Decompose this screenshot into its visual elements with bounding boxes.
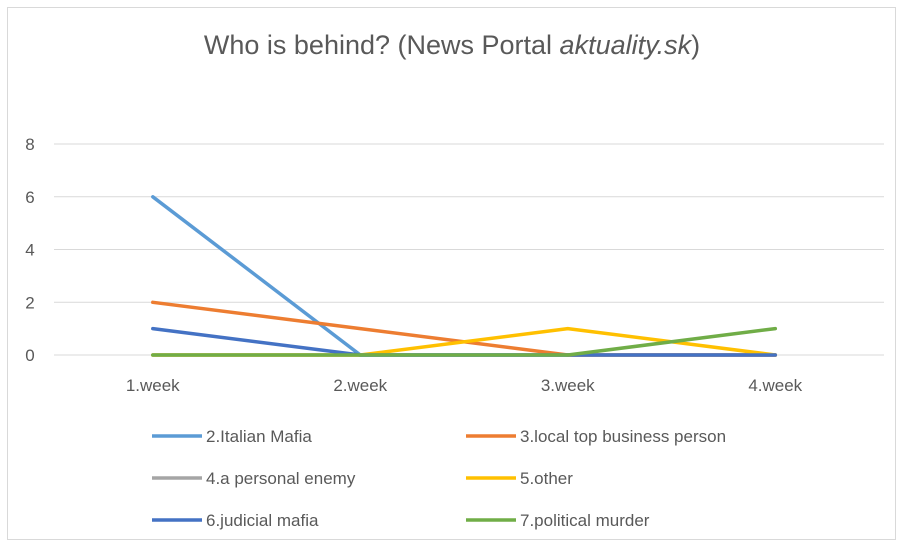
x-tick-label: 4.week bbox=[748, 376, 802, 395]
legend-label: 6.judicial mafia bbox=[206, 511, 319, 530]
series-line-5 bbox=[151, 326, 778, 357]
y-tick-label: 2 bbox=[25, 293, 34, 312]
x-tick-label: 3.week bbox=[541, 376, 595, 395]
legend-label: 2.Italian Mafia bbox=[206, 427, 312, 446]
chart-title-italic: aktuality.sk bbox=[559, 30, 692, 60]
legend: 2.Italian Mafia 3.local top business pers… bbox=[152, 427, 726, 530]
series-line-1 bbox=[151, 300, 778, 357]
legend-label: 7.political murder bbox=[520, 511, 650, 530]
x-tick-label: 2.week bbox=[333, 376, 387, 395]
y-tick-label: 4 bbox=[25, 241, 34, 260]
x-axis-ticks: 1.week 2.week 3.week 4.week bbox=[126, 376, 803, 395]
y-axis-ticks: 0 2 4 6 8 bbox=[25, 135, 34, 365]
legend-label: 5.other bbox=[520, 469, 573, 488]
chart-frame bbox=[7, 7, 896, 540]
y-tick-label: 8 bbox=[25, 135, 34, 154]
x-tick-label: 1.week bbox=[126, 376, 180, 395]
legend-label: 4.a personal enemy bbox=[206, 469, 356, 488]
chart-title: Who is behind? (News Portal aktuality.sk… bbox=[203, 30, 701, 60]
y-tick-label: 6 bbox=[25, 188, 34, 207]
gridlines bbox=[54, 143, 884, 356]
series-lines bbox=[151, 195, 778, 357]
series-line-0 bbox=[151, 195, 778, 357]
legend-label: 3.local top business person bbox=[520, 427, 726, 446]
y-tick-label: 0 bbox=[25, 346, 34, 365]
